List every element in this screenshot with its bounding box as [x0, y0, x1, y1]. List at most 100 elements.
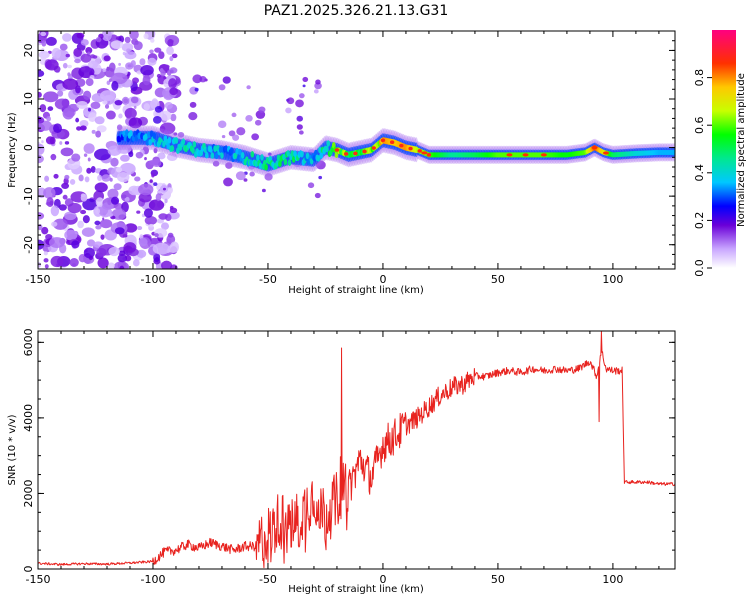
- y-tick-label: 2000: [22, 479, 35, 507]
- noise-blob: [136, 226, 143, 231]
- track-core: [250, 151, 255, 158]
- track-core: [318, 146, 322, 154]
- noise-blob: [101, 31, 112, 42]
- noise-blob: [153, 182, 158, 187]
- track-core: [672, 149, 675, 156]
- noise-blob: [138, 192, 152, 203]
- track-core: [275, 160, 279, 167]
- noise-blob: [116, 171, 130, 183]
- track-core: [300, 150, 304, 158]
- noise-blob: [125, 62, 134, 70]
- noise-blob: [104, 104, 110, 109]
- track-core: [287, 159, 292, 166]
- y-tick-label: 20: [22, 43, 35, 57]
- noise-blob: [114, 227, 125, 235]
- noise-blob: [138, 237, 148, 247]
- noise-blob: [62, 62, 68, 69]
- y-tick-label: 6000: [22, 328, 35, 356]
- noise-blob: [43, 187, 56, 199]
- noise-blob: [48, 237, 65, 249]
- noise-blob: [39, 104, 47, 113]
- track-peak: [417, 149, 422, 153]
- noise-blob: [129, 31, 139, 40]
- noise-blob: [64, 174, 70, 180]
- noise-blob: [133, 259, 140, 267]
- track-core: [149, 130, 154, 138]
- noise-blob: [144, 216, 158, 225]
- track-peak: [399, 143, 404, 148]
- track-core: [134, 134, 139, 142]
- noise-blob: [91, 129, 96, 134]
- noise-blob: [164, 64, 170, 69]
- noise-blob: [160, 222, 170, 230]
- track-core: [209, 146, 213, 153]
- y-tick-label: 4000: [22, 404, 35, 432]
- spectrogram-y-label: Frequency (Hz): [7, 112, 18, 188]
- noise-blob: [50, 205, 60, 217]
- colorbar-ticks: 0.0 0.2 0.4 0.6 0.8: [693, 69, 712, 277]
- noise-blob: [124, 223, 138, 233]
- noise-blob: [121, 42, 134, 52]
- noise-blob: [158, 51, 165, 59]
- track-core: [283, 158, 288, 166]
- noise-blob: [261, 188, 266, 193]
- noise-blob: [128, 117, 143, 129]
- noise-blob: [151, 172, 155, 178]
- noise-blob: [85, 78, 94, 87]
- track-core: [192, 141, 197, 148]
- noise-blob: [79, 125, 87, 131]
- noise-blob: [120, 154, 130, 162]
- track-core: [145, 139, 150, 146]
- noise-blob: [160, 69, 166, 77]
- track-peak: [343, 152, 349, 156]
- noise-blob: [80, 193, 86, 198]
- track-peak: [380, 138, 386, 143]
- noise-blob: [243, 178, 248, 182]
- colorbar-tick-label: 0.8: [693, 69, 706, 87]
- noise-blob: [41, 226, 49, 235]
- track-core: [204, 151, 209, 159]
- noise-blob: [264, 173, 273, 181]
- colorbar-tick-label: 0.4: [693, 164, 706, 182]
- noise-blob: [152, 116, 162, 124]
- noise-blob: [69, 258, 79, 267]
- noise-blob: [90, 166, 96, 173]
- noise-blob: [225, 162, 233, 169]
- colorbar-gradient: [712, 30, 736, 268]
- noise-blob: [45, 36, 57, 46]
- noise-blob: [123, 242, 137, 253]
- noise-blob: [231, 112, 237, 118]
- track-core: [305, 152, 310, 160]
- noise-blob: [57, 90, 64, 97]
- noise-blob: [53, 123, 62, 134]
- noise-blob: [221, 135, 226, 139]
- noise-blob: [106, 80, 111, 86]
- noise-blob: [154, 47, 162, 53]
- track-peak: [408, 146, 413, 151]
- noise-blob: [314, 82, 322, 90]
- track-core: [181, 138, 186, 145]
- noise-blob: [75, 117, 80, 123]
- noise-blob: [54, 98, 70, 110]
- noise-blob: [302, 84, 306, 88]
- noise-blob: [246, 85, 251, 90]
- noise-blob: [121, 194, 127, 199]
- noise-blob: [318, 175, 323, 180]
- y-tick-label: -10: [22, 187, 35, 205]
- noise-blob: [99, 219, 113, 229]
- noise-blob: [95, 208, 101, 215]
- noise-blob: [314, 192, 321, 199]
- noise-blob: [124, 36, 131, 44]
- noise-blob: [44, 264, 49, 269]
- noise-blob: [152, 242, 171, 255]
- noise-blob: [45, 59, 59, 71]
- noise-blob: [218, 120, 227, 129]
- noise-blob: [41, 40, 47, 47]
- spectrogram-x-ticks: -150 -100 -50 0 50 100: [26, 31, 660, 286]
- noise-blob: [50, 255, 64, 268]
- noise-blob: [82, 198, 98, 211]
- noise-blob: [87, 107, 92, 112]
- track-core: [240, 152, 245, 159]
- noise-blob: [149, 49, 154, 54]
- noise-blob: [95, 225, 102, 230]
